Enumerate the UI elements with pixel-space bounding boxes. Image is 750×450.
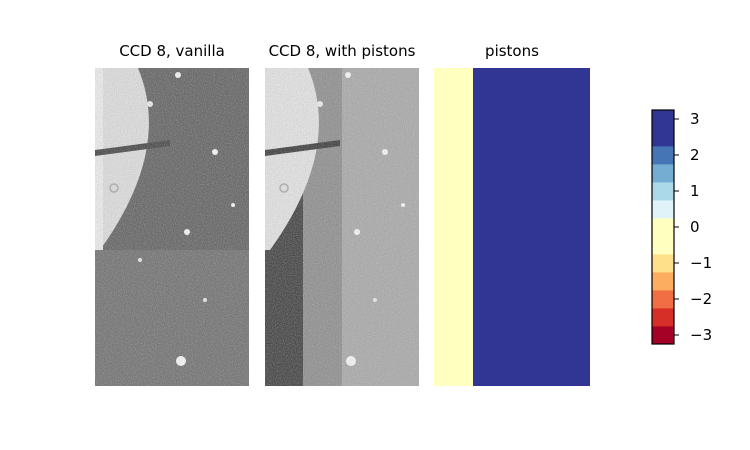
piston-column-1 bbox=[434, 68, 473, 386]
colorbar-bin-7 bbox=[652, 218, 674, 237]
pistons-heatmap bbox=[434, 68, 590, 386]
colorbar-bin-8 bbox=[652, 200, 674, 219]
colorbar-bin-6 bbox=[652, 236, 674, 255]
colorbar-tick-label: 1 bbox=[690, 182, 700, 200]
colorbar-tick-label: −1 bbox=[690, 254, 712, 272]
colorbar-tick-label: 2 bbox=[690, 146, 700, 164]
ccd-image-vanilla bbox=[95, 68, 249, 386]
colorbar-tick-label: −2 bbox=[690, 290, 712, 308]
colorbar-bin-5 bbox=[652, 254, 674, 273]
colorbar-bin-12 bbox=[652, 128, 674, 147]
colorbar-bin-11 bbox=[652, 146, 674, 165]
colorbar-bin-13 bbox=[652, 110, 674, 129]
colorbar-bin-4 bbox=[652, 272, 674, 291]
colorbar: −3 −2 −1 0 1 2 3 bbox=[651, 109, 712, 345]
colorbar-bin-1 bbox=[652, 326, 674, 345]
colorbar-tick-label: −3 bbox=[690, 326, 712, 344]
panel-title-with-pistons: CCD 8, with pistons bbox=[269, 42, 416, 60]
ccd-image-with-pistons bbox=[265, 68, 419, 386]
colorbar-bin-9 bbox=[652, 182, 674, 201]
colorbar-tick-label: 0 bbox=[690, 218, 700, 236]
colorbar-bin-3 bbox=[652, 290, 674, 309]
piston-column-2 bbox=[473, 68, 590, 386]
panel-title-pistons: pistons bbox=[485, 42, 539, 60]
colorbar-bin-2 bbox=[652, 308, 674, 327]
panel-title-vanilla: CCD 8, vanilla bbox=[119, 42, 225, 60]
colorbar-tick-label: 3 bbox=[690, 110, 700, 128]
colorbar-bin-10 bbox=[652, 164, 674, 183]
